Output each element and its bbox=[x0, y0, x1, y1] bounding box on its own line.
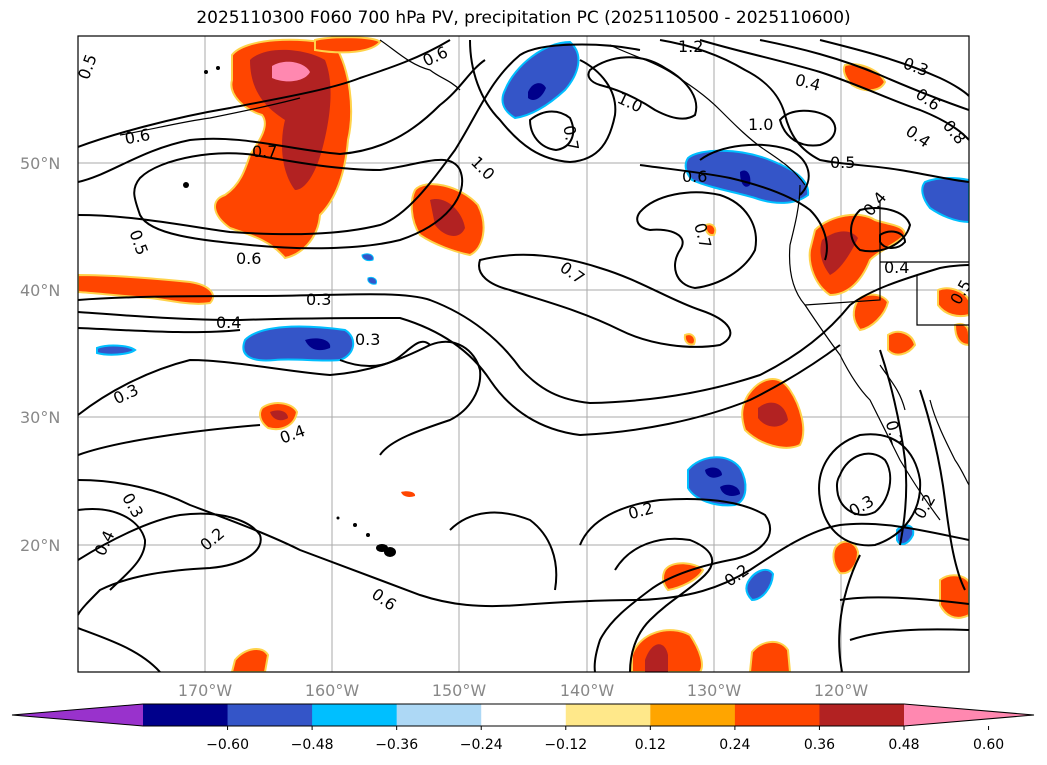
colorbar-tick-label: −0.24 bbox=[460, 737, 503, 753]
colorbar-segment bbox=[565, 704, 651, 726]
colorbar-segment bbox=[734, 704, 820, 726]
lon-label: 120°W bbox=[814, 681, 869, 700]
lat-label: 30°N bbox=[20, 408, 60, 427]
colorbar-extend-min bbox=[12, 704, 143, 726]
contour-label: 0.4 bbox=[216, 313, 241, 332]
lat-label: 50°N bbox=[20, 154, 60, 173]
colorbar-segment bbox=[396, 704, 482, 726]
negative-precip-areas bbox=[96, 40, 969, 602]
lon-label: 170°W bbox=[178, 681, 233, 700]
coastlines bbox=[119, 39, 969, 521]
longitude-labels: 170°W 160°W 150°W 140°W 130°W 120°W bbox=[178, 681, 869, 700]
contour-label: 0.5 bbox=[830, 153, 855, 172]
colorbar-tick-label: 0.60 bbox=[973, 737, 1004, 753]
colorbar-tick-label: −0.48 bbox=[291, 737, 334, 753]
lon-label: 150°W bbox=[432, 681, 487, 700]
contour-label: 0.3 bbox=[355, 330, 380, 349]
contour-label: 0.7 bbox=[559, 124, 582, 152]
contour-label: 1.0 bbox=[748, 115, 773, 134]
lon-label: 130°W bbox=[687, 681, 742, 700]
colorbar-segment bbox=[481, 704, 567, 726]
colorbar-tick-label: 0.12 bbox=[635, 737, 666, 753]
colorbar: −0.60 −0.48 −0.36 −0.24 −0.12 0.12 0.24 0.36 0.4… bbox=[11, 703, 1035, 753]
colorbar-tick-label: 0.24 bbox=[719, 737, 750, 753]
lon-label: 160°W bbox=[305, 681, 360, 700]
pv-contours bbox=[78, 39, 969, 672]
colorbar-tick-label: −0.60 bbox=[206, 737, 249, 753]
contour-label: 0.6 bbox=[236, 249, 261, 268]
contour-label: 0.4 bbox=[884, 258, 909, 277]
islands bbox=[183, 66, 396, 557]
colorbar-segment bbox=[819, 704, 905, 726]
contour-label: 0.7 bbox=[252, 142, 277, 161]
colorbar-segment bbox=[227, 704, 313, 726]
neg-blob-145w-55n bbox=[501, 40, 580, 120]
colorbar-outline bbox=[11, 703, 1035, 727]
map-frame bbox=[77, 35, 970, 673]
colorbar-tick-label: 0.48 bbox=[888, 737, 919, 753]
contour-label: 0.6 bbox=[123, 125, 151, 148]
lon-label: 140°W bbox=[560, 681, 615, 700]
colorbar-tick-label: −0.12 bbox=[544, 737, 587, 753]
colorbar-segment bbox=[312, 704, 398, 726]
colorbar-segment bbox=[143, 704, 229, 726]
lat-label: 20°N bbox=[20, 536, 60, 555]
colorbar-tick-label: 0.36 bbox=[804, 737, 835, 753]
contour-label: 0.6 bbox=[682, 167, 707, 186]
lat-label: 40°N bbox=[20, 281, 60, 300]
colorbar-extend-max bbox=[904, 704, 1034, 726]
colorbar-segment bbox=[650, 704, 736, 726]
latitude-labels: 50°N 40°N 30°N 20°N bbox=[20, 154, 60, 555]
contour-label: 1.2 bbox=[678, 37, 703, 56]
map-title: 2025110300 F060 700 hPa PV, precipitatio… bbox=[196, 8, 851, 28]
neg-blob-160w-36n bbox=[242, 325, 355, 362]
colorbar-tick-label: −0.36 bbox=[375, 737, 418, 753]
contour-label: 0.3 bbox=[306, 290, 331, 309]
